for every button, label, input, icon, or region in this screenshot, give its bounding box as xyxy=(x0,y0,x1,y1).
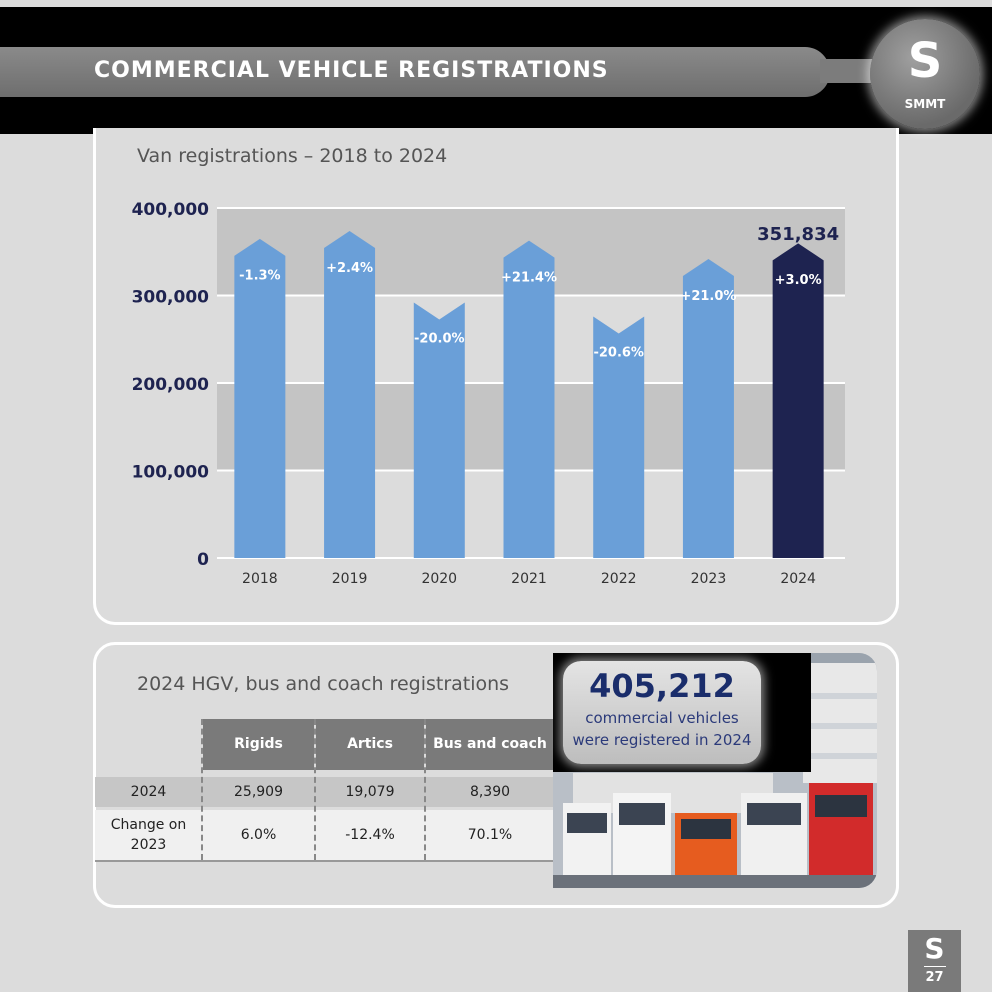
y-tick-label: 200,000 xyxy=(132,375,210,395)
x-tick-label: 2020 xyxy=(421,571,457,587)
cell-bus-coach-change: 70.1% xyxy=(467,827,513,843)
bar-2021 xyxy=(503,240,555,558)
callout-line-1: commercial vehicles xyxy=(585,709,739,727)
smmt-logo-icon: S xyxy=(907,33,943,89)
page-header: COMMERCIAL VEHICLE REGISTRATIONS S SMMT xyxy=(0,7,992,134)
y-tick-label: 400,000 xyxy=(132,200,210,220)
cell-artics-change: -12.4% xyxy=(345,827,395,843)
row-label-change: Change on 2023 xyxy=(110,817,187,853)
column-divider xyxy=(314,719,316,860)
smmt-logo-text: SMMT xyxy=(904,97,946,111)
smmt-logo: S SMMT xyxy=(870,19,980,129)
y-tick-label: 100,000 xyxy=(132,463,210,483)
callout-line-2: were registered in 2024 xyxy=(572,731,752,749)
x-tick-label: 2018 xyxy=(242,571,278,587)
y-tick-label: 0 xyxy=(197,550,209,570)
van-registrations-chart: 0 100,000 200,000 300,000 400,000 -1.3% 2018 +2… xyxy=(132,200,845,587)
bar-change-label: +21.4% xyxy=(501,270,557,285)
bar-change-label: +21.0% xyxy=(680,289,736,304)
x-tick-label: 2023 xyxy=(691,571,727,587)
total-callout: 405,212 commercial vehicles were registe… xyxy=(563,661,761,764)
page-logo-icon: S xyxy=(924,932,945,965)
x-tick-label: 2024 xyxy=(780,571,816,587)
bar-2019 xyxy=(324,230,376,558)
page-number-box: S 27 xyxy=(908,930,961,992)
x-tick-label: 2022 xyxy=(601,571,637,587)
bar-2018 xyxy=(234,238,286,558)
column-divider xyxy=(424,719,426,860)
cell-bus-coach-2024: 8,390 xyxy=(469,784,511,800)
bar-change-label: -20.0% xyxy=(414,332,465,347)
bar-value-label: 351,834 xyxy=(757,224,839,245)
bar-2024 xyxy=(772,243,824,558)
x-tick-label: 2021 xyxy=(511,571,547,587)
page-divider xyxy=(924,966,946,967)
page-title: COMMERCIAL VEHICLE REGISTRATIONS xyxy=(94,58,609,83)
bar-change-label: +3.0% xyxy=(775,273,822,288)
cell-artics-2024: 19,079 xyxy=(345,784,395,800)
header-bar xyxy=(0,47,830,97)
cell-rigids-2024: 25,909 xyxy=(234,784,283,800)
column-header-rigids: Rigids xyxy=(203,719,314,770)
x-tick-label: 2019 xyxy=(332,571,368,587)
table-title: 2024 HGV, bus and coach registrations xyxy=(137,673,510,695)
total-commercial-vehicles: 405,212 xyxy=(589,667,735,705)
cell-rigids-change: 6.0% xyxy=(240,827,277,843)
y-tick-label: 300,000 xyxy=(132,288,210,308)
chart-title: Van registrations – 2018 to 2024 xyxy=(137,145,448,167)
bar-change-label: +2.4% xyxy=(326,261,373,276)
table-row xyxy=(95,810,555,862)
bar-change-label: -20.6% xyxy=(593,346,644,361)
column-header-artics: Artics xyxy=(316,719,424,770)
row-label-2024: 2024 xyxy=(130,784,167,800)
bar-change-label: -1.3% xyxy=(239,269,280,284)
page-number: 27 xyxy=(925,970,944,985)
column-divider xyxy=(201,719,203,860)
bar-2020 xyxy=(413,302,465,558)
bar-2022 xyxy=(593,316,645,558)
column-header-bus-coach: Bus and coach xyxy=(426,719,554,770)
bar-2023 xyxy=(682,258,734,558)
table-row xyxy=(95,777,555,807)
callout-description: commercial vehicles were registered in 2… xyxy=(563,707,761,751)
